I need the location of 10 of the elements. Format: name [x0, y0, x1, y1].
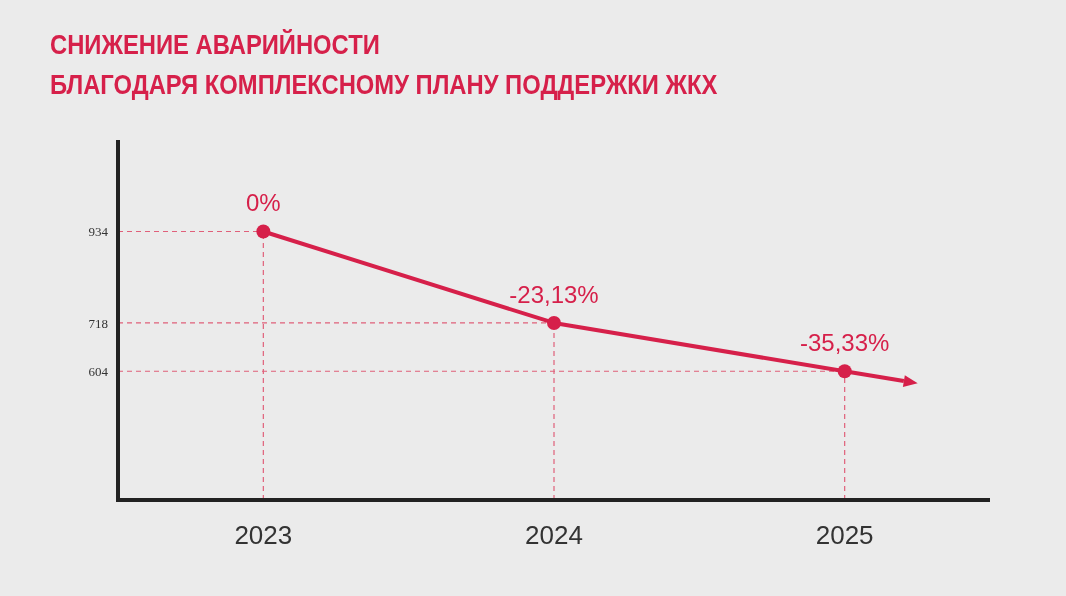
x-tick-label: 2023 [234, 520, 293, 550]
chart-title: СНИЖЕНИЕ АВАРИЙНОСТИ БЛАГОДАРЯ КОМПЛЕКСНОМУ ПЛАНУ ПОДДЕРЖКИ ЖКХ [50, 28, 718, 101]
x-tick-label: 2024 [525, 520, 583, 550]
y-tick-label: 604 [88, 363, 109, 379]
annotation: -23,13% [509, 280, 599, 308]
annotation: 0% [245, 189, 281, 217]
annotation: -35,33% [799, 329, 890, 357]
y-tick-label: 934 [88, 224, 109, 240]
y-tick-label: 718 [88, 315, 108, 331]
x-tick-label: 2025 [815, 520, 874, 550]
